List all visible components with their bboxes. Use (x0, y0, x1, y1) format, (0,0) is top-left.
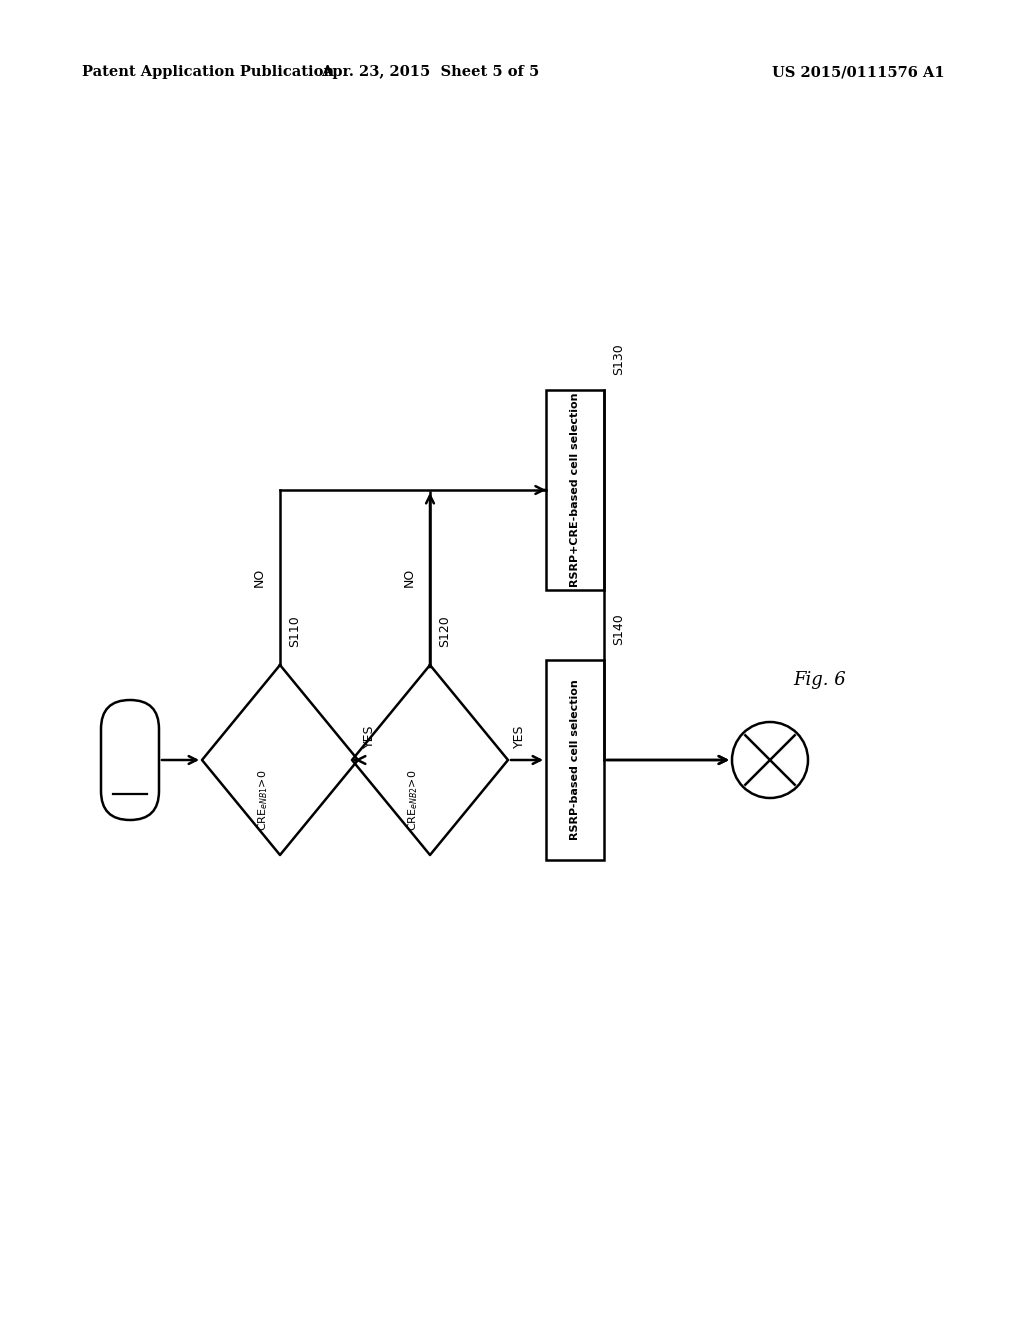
Bar (546, 389, 604, 590)
Text: S110: S110 (288, 615, 301, 647)
Text: Patent Application Publication: Patent Application Publication (82, 65, 334, 79)
Text: Apr. 23, 2015  Sheet 5 of 5: Apr. 23, 2015 Sheet 5 of 5 (321, 65, 539, 79)
Text: NO: NO (253, 568, 266, 587)
Text: US 2015/0111576 A1: US 2015/0111576 A1 (772, 65, 945, 79)
Text: S140: S140 (612, 614, 625, 645)
Text: RSRP-based cell selection: RSRP-based cell selection (570, 680, 580, 841)
Text: CRE$_{eNB1}$>0: CRE$_{eNB1}$>0 (256, 770, 270, 832)
FancyBboxPatch shape (101, 700, 159, 820)
Text: NO: NO (403, 568, 416, 587)
Text: YES: YES (513, 725, 526, 748)
Text: S130: S130 (612, 343, 625, 375)
Bar (546, 660, 604, 861)
Circle shape (732, 722, 808, 799)
Text: Fig. 6: Fig. 6 (794, 671, 847, 689)
Text: YES: YES (362, 725, 376, 748)
Text: CRE$_{eNB2}$>0: CRE$_{eNB2}$>0 (407, 770, 420, 832)
Text: S120: S120 (438, 615, 451, 647)
Text: RSRP+CRE-based cell selection: RSRP+CRE-based cell selection (570, 393, 580, 587)
